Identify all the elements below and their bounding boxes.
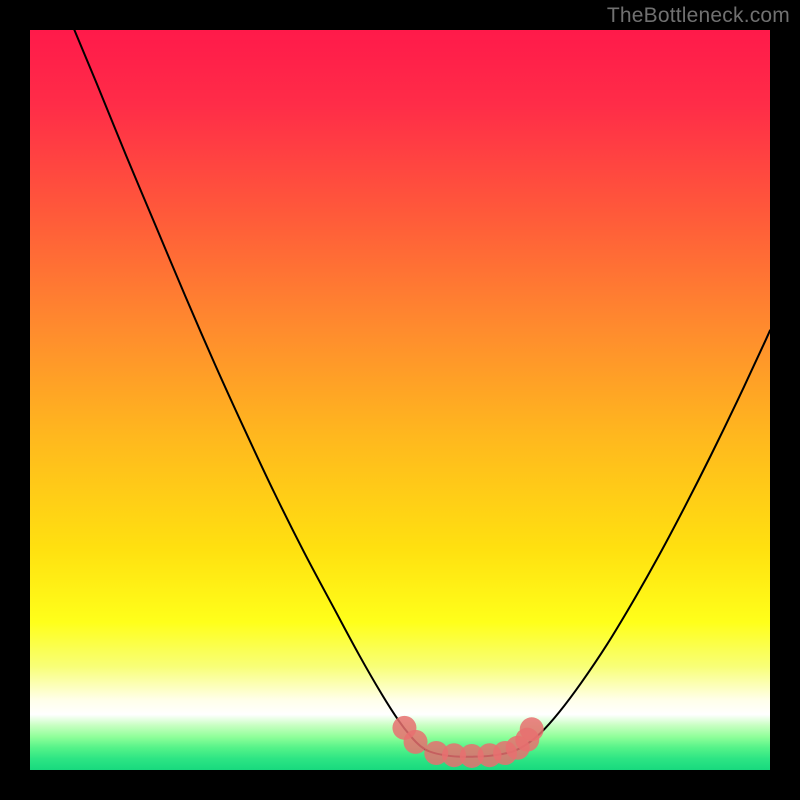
chart-svg: [30, 30, 770, 770]
chart-frame: TheBottleneck.com: [0, 0, 800, 800]
marker-point: [404, 730, 428, 754]
plot-area: [30, 30, 770, 770]
watermark-text: TheBottleneck.com: [607, 4, 790, 28]
marker-point: [520, 717, 544, 741]
bottleneck-curve: [74, 30, 770, 757]
